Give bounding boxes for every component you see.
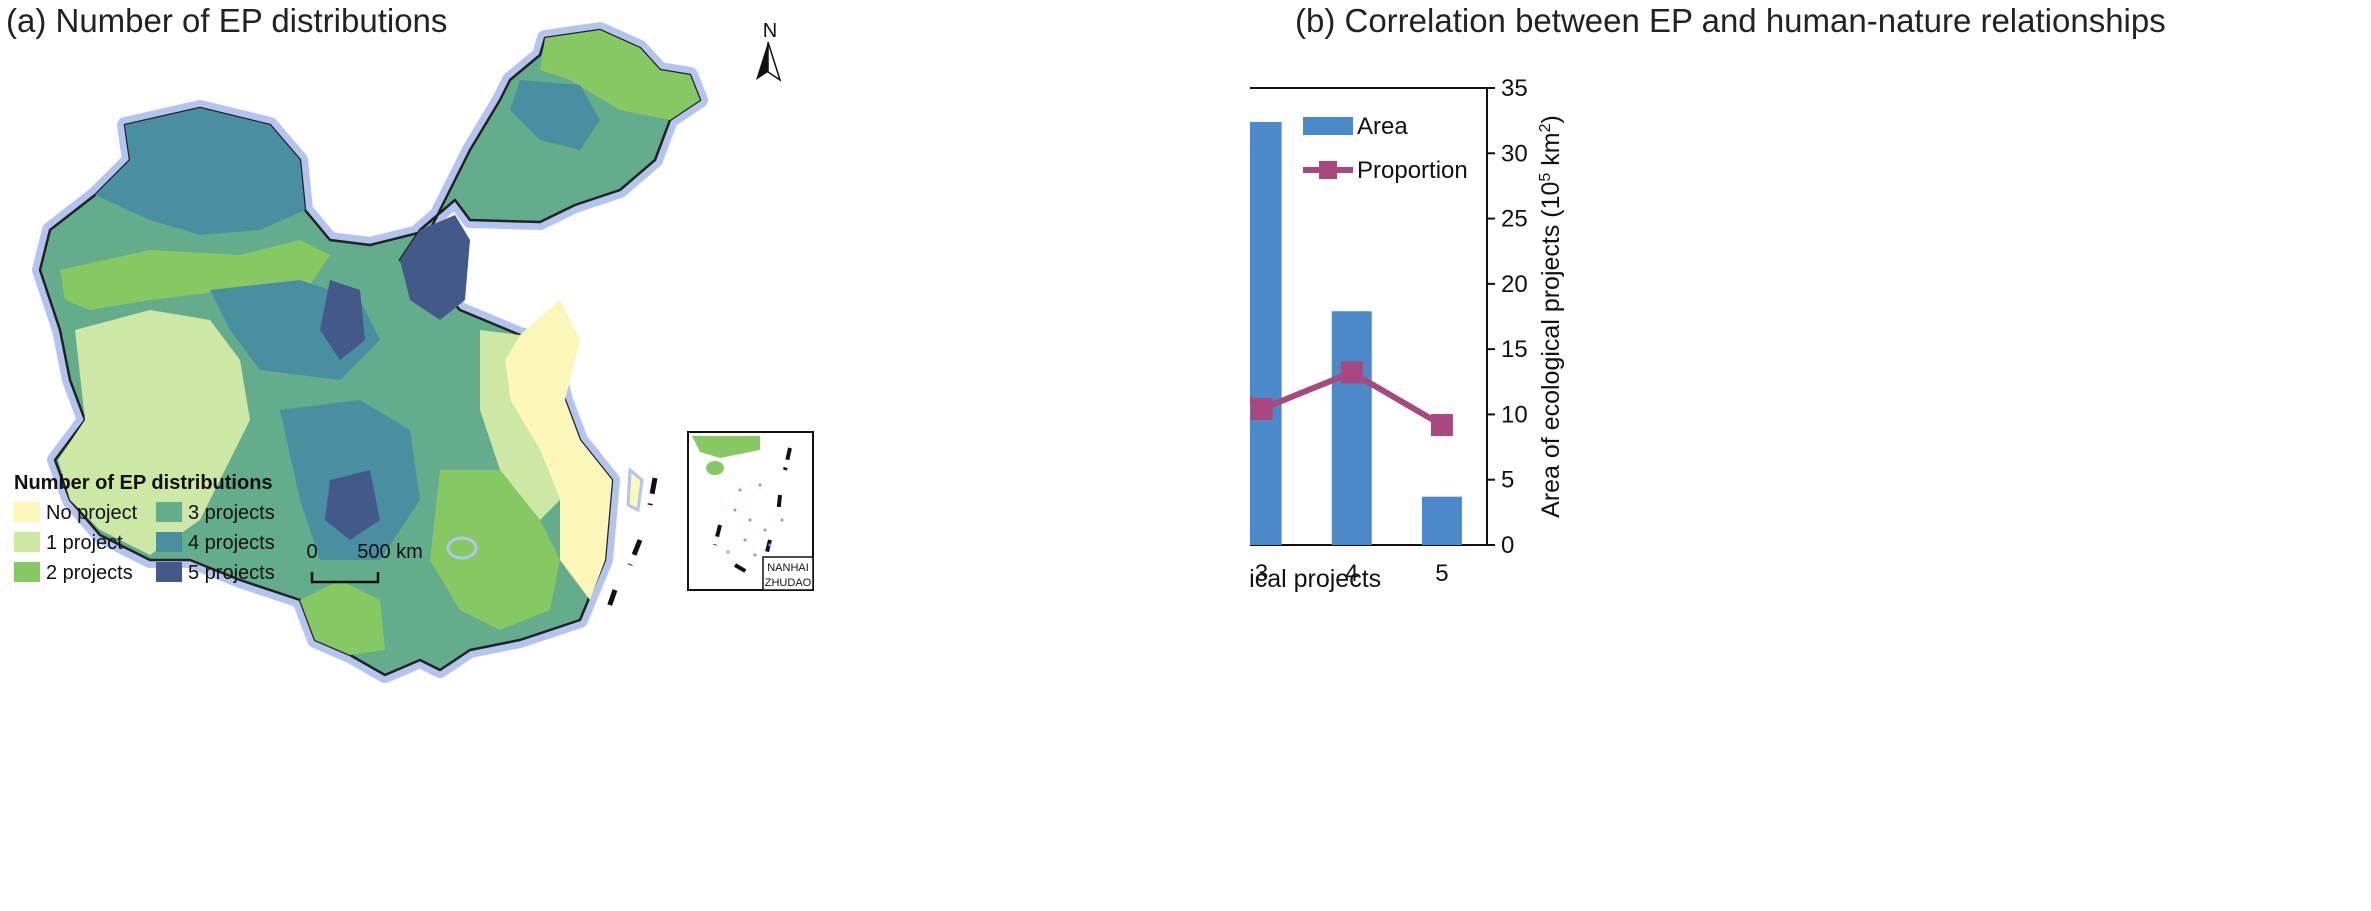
scale-bar-start: 0 — [306, 541, 317, 563]
panel-a-title: (a) Number of EP distributions — [6, 2, 448, 39]
x-tick-label: 5 — [1435, 560, 1448, 587]
y2-tick-label: 5 — [1501, 467, 1514, 494]
legend-proportion-label: Proportion — [1357, 157, 1468, 184]
x-axis-label: Number of ecological projects — [1250, 565, 1381, 593]
region-5-projects-west — [320, 280, 365, 360]
legend-proportion-marker — [1319, 161, 1337, 179]
y2-tick-label: 15 — [1501, 336, 1528, 363]
y2-tick-label: 25 — [1501, 206, 1528, 233]
y2-tick-label: 10 — [1501, 401, 1528, 428]
proportion-line — [1250, 369, 1444, 428]
y2-tick-label: 35 — [1501, 75, 1528, 102]
legend-area-label: Area — [1357, 113, 1408, 140]
scale-bar: 0 500 km — [306, 541, 423, 584]
region-2-projects-northeast — [540, 30, 700, 120]
y2-tick-label: 20 — [1501, 271, 1528, 298]
region-2-projects-south — [430, 470, 560, 630]
legend-swatch — [14, 502, 40, 522]
plot-frame — [1250, 87, 1488, 546]
taiwan-island — [626, 466, 644, 513]
inset-label-zhudao: ZHUDAO — [765, 577, 812, 589]
proportion-point — [1250, 398, 1273, 421]
area-bar — [1331, 311, 1372, 545]
area-bar — [1421, 496, 1462, 545]
y2-axis-label: Area of ecological projects (105 km2) — [1537, 115, 1565, 518]
north-arrow: N — [756, 20, 782, 82]
legend-item-label: 4 projects — [188, 532, 275, 554]
nanhai-inset: NANHAI ZHUDAO — [687, 431, 814, 591]
legend-area-swatch — [1303, 117, 1353, 135]
proportion-point — [1430, 414, 1453, 437]
region-5-projects-southwest — [325, 470, 380, 540]
hainan-island — [446, 536, 478, 560]
map-legend: Number of EP distributions No project 1 p… — [14, 472, 275, 584]
ep-distribution-map: N NANHAI ZHUDAO 0 500 km Number of EP di… — [14, 20, 814, 683]
ep-correlation-chart: 051015202530354005101520253035012345Area… — [1250, 75, 1565, 593]
legend-item-label: No project — [46, 502, 138, 524]
y2-tick-label: 0 — [1501, 532, 1514, 559]
legend-swatch — [14, 562, 40, 582]
north-label: N — [763, 20, 777, 42]
legend-item-label: 2 projects — [46, 562, 133, 584]
legend-swatch — [156, 502, 182, 522]
panel-b-title: (b) Correlation between EP and human-nat… — [1295, 2, 2166, 39]
region-4-projects-northwest — [95, 108, 305, 235]
maritime-boundary — [605, 477, 658, 611]
x-tick-label: 4 — [1345, 560, 1358, 587]
region-5-projects-north — [400, 215, 470, 320]
inset-label-nanhai: NANHAI — [767, 562, 809, 574]
region-1-project-tibet — [58, 310, 250, 555]
legend-item-label: 1 project — [46, 532, 123, 554]
legend-item-label: 5 projects — [188, 562, 275, 584]
legend-swatch — [156, 532, 182, 552]
y2-tick-label: 30 — [1501, 140, 1528, 167]
legend-swatch — [14, 532, 40, 552]
proportion-point — [1340, 361, 1363, 384]
region-1-project-east — [480, 330, 560, 520]
legend-title: Number of EP distributions — [14, 472, 273, 494]
legend-swatch — [156, 562, 182, 582]
region-no-project-east — [505, 300, 612, 600]
legend-item-label: 3 projects — [188, 502, 275, 524]
x-tick-label: 3 — [1255, 560, 1268, 587]
region-2-projects-yunnan — [300, 580, 385, 655]
area-bar — [1250, 121, 1282, 545]
scale-bar-end: 500 km — [357, 541, 423, 563]
region-4-projects-northeast — [510, 80, 600, 150]
